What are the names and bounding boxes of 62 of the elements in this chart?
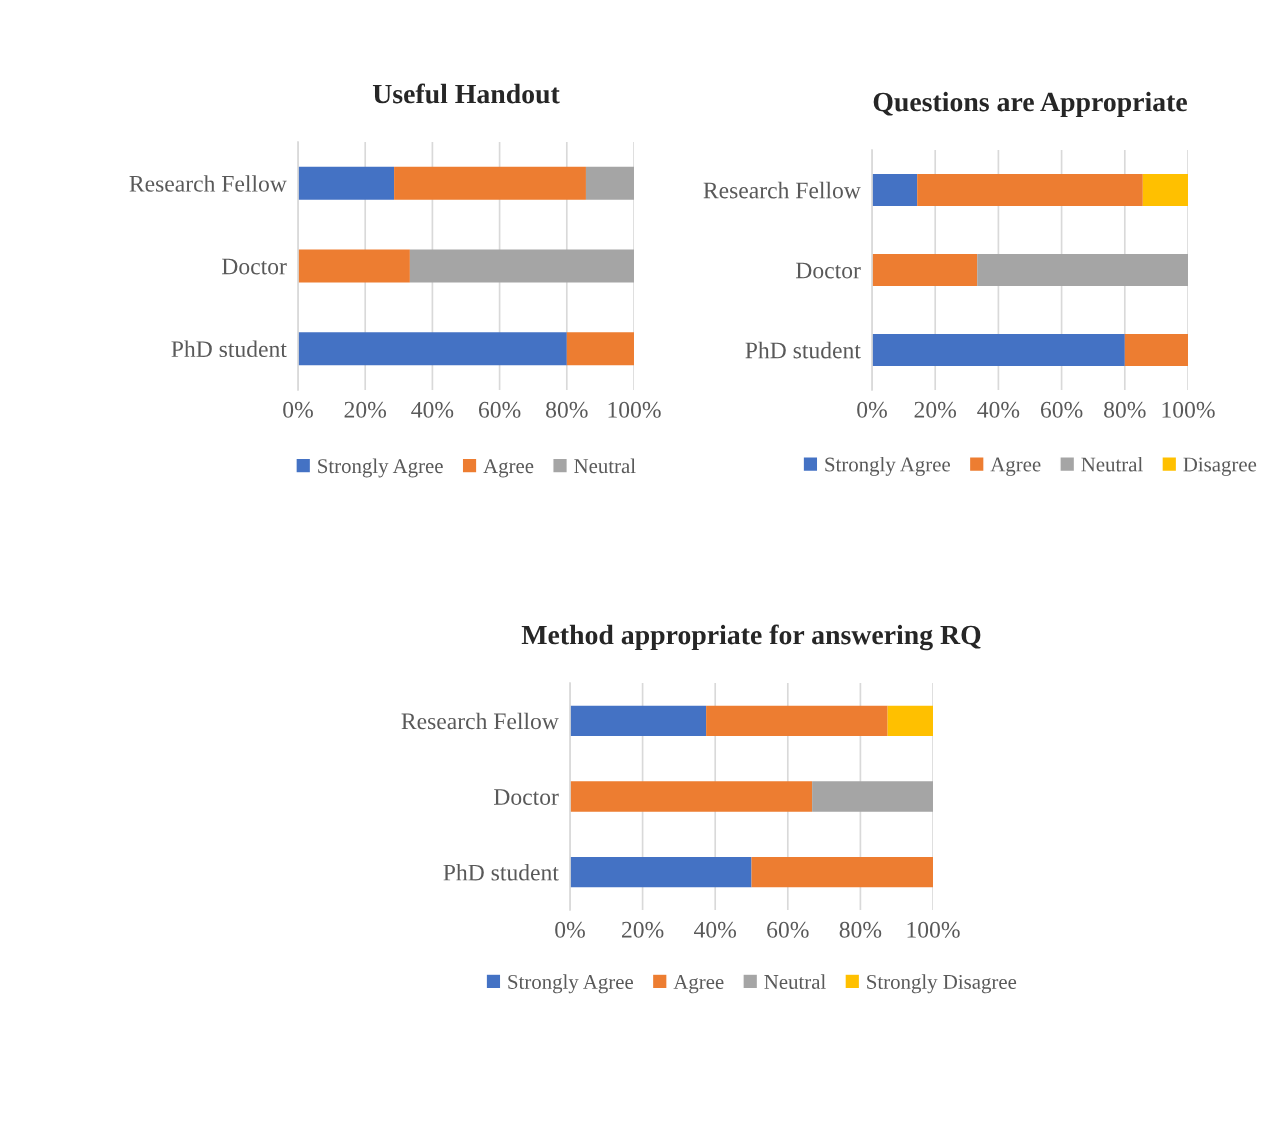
bar <box>917 174 1143 206</box>
x-tick-label: 80% <box>839 921 882 938</box>
legend-label: Agree <box>673 974 724 994</box>
x-tick-label: 20% <box>622 921 664 938</box>
bar <box>570 781 813 812</box>
y-tick-label: Doctor <box>222 258 287 275</box>
x-tick-label: 60% <box>767 921 809 938</box>
legend-label: Strongly Agree <box>825 456 950 476</box>
bar <box>812 781 933 812</box>
legend-label: Agree <box>483 459 534 478</box>
bar <box>570 705 707 736</box>
x-tick-label: 40% <box>694 921 737 938</box>
x-tick-label: 0% <box>283 401 313 418</box>
bar <box>872 334 1125 366</box>
bar <box>409 249 634 283</box>
bar <box>298 249 410 283</box>
x-tick-label: 100% <box>907 921 960 938</box>
x-tick-label: 20% <box>344 401 387 418</box>
chart-title: Useful Handout <box>372 83 560 104</box>
y-tick-label: PhD student <box>745 341 861 359</box>
y-tick-label: Doctor <box>494 789 559 805</box>
x-tick-label: 100% <box>608 401 661 418</box>
x-tick-label: 80% <box>546 401 588 418</box>
x-tick-label: 60% <box>478 401 521 418</box>
bar <box>570 857 752 888</box>
x-tick-label: 0% <box>857 401 887 418</box>
y-tick-label: Research Fellow <box>703 181 861 199</box>
bar <box>977 254 1188 286</box>
legend-label: Neutral <box>574 458 636 474</box>
x-tick-label: 40% <box>411 401 454 418</box>
y-tick-label: Doctor <box>796 262 861 279</box>
bar <box>1142 174 1188 206</box>
y-tick-label: Research Fellow <box>129 175 287 192</box>
bar <box>1124 334 1188 366</box>
bar <box>887 705 933 736</box>
bar <box>394 166 586 200</box>
legend-label: Neutral <box>764 974 826 989</box>
x-tick-label: 20% <box>914 401 957 418</box>
bar <box>706 705 888 736</box>
bar <box>751 857 933 888</box>
legend-label: Strongly Disagree <box>867 974 1017 994</box>
bar <box>585 166 634 200</box>
legend-label: Strongly Agree <box>508 974 633 994</box>
legend-label: Agree <box>990 457 1041 476</box>
x-tick-label: 80% <box>1104 401 1146 418</box>
legend-label: Disagree <box>1183 457 1257 476</box>
x-tick-label: 0% <box>555 921 585 938</box>
chart-title: Questions are Appropriate <box>873 91 1187 118</box>
y-tick-label: Research Fellow <box>401 712 559 730</box>
bar <box>566 332 634 366</box>
chart-title: Method appropriate for answering RQ <box>521 624 981 651</box>
x-tick-label: 40% <box>977 401 1020 418</box>
legend-label: Strongly Agree <box>318 458 443 478</box>
legend-label: Neutral <box>1081 456 1143 472</box>
bar <box>298 166 395 200</box>
y-tick-label: PhD student <box>443 863 559 881</box>
bar <box>298 332 567 366</box>
bar <box>872 254 978 286</box>
x-tick-label: 60% <box>1040 401 1083 418</box>
bar <box>872 174 918 206</box>
x-tick-label: 100% <box>1162 401 1215 418</box>
y-tick-label: PhD student <box>171 340 287 358</box>
